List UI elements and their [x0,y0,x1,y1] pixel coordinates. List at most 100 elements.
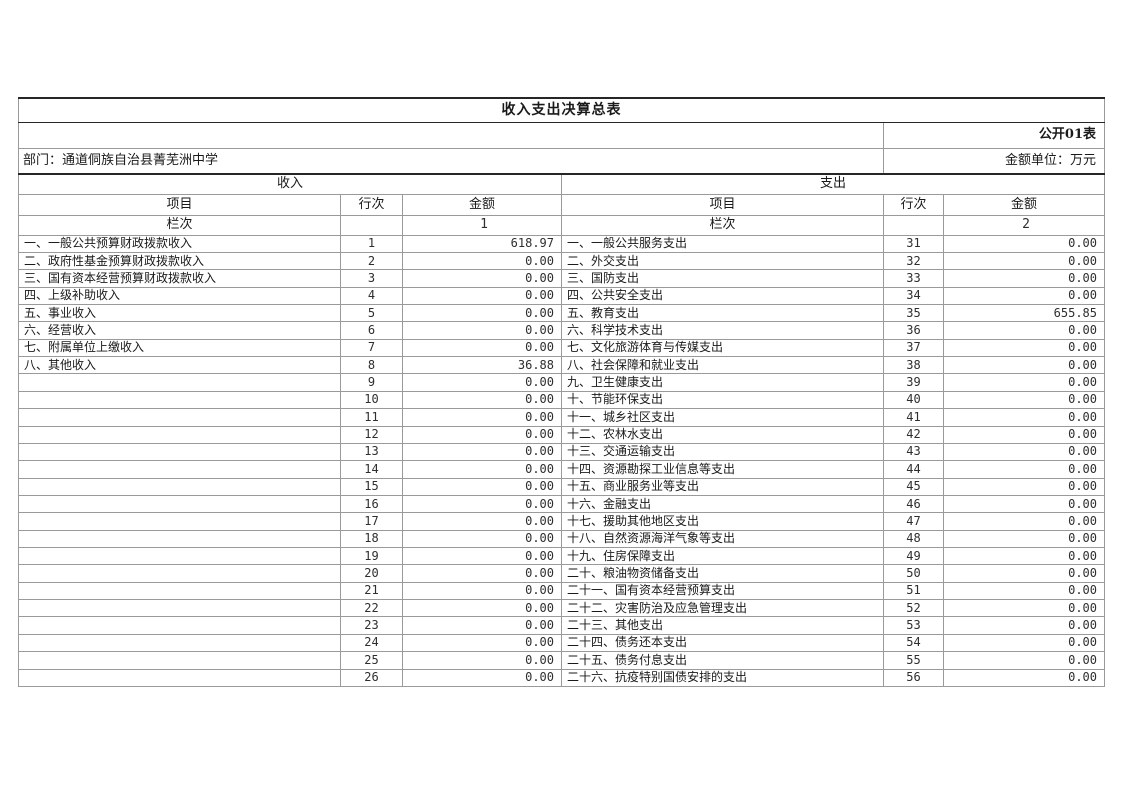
table-row: 二、政府性基金预算财政拨款收入 2 0.00 二、外交支出 32 0.00 [18,251,1105,271]
income-amount-cell: 0.00 [402,529,562,549]
expense-amount-cell: 0.00 [943,547,1105,566]
income-amount-cell: 0.00 [402,494,562,514]
expense-line-cell: 52 [883,599,944,618]
income-lanci-line-spacer [340,214,403,236]
expense-item-cell: 一、一般公共服务支出 [561,234,884,253]
table-row: 四、上级补助收入 4 0.00 四、公共安全支出 34 0.00 [18,286,1105,306]
income-amount-cell: 0.00 [402,564,562,583]
table-row: 六、经营收入 6 0.00 六、科学技术支出 36 0.00 [18,321,1105,340]
income-line-cell: 21 [340,581,403,601]
table-row: 9 0.00 九、卫生健康支出 39 0.00 [18,373,1105,392]
sheet-label: 公开01表 [883,121,1105,149]
expense-amount-cell: 0.00 [943,408,1105,427]
expense-col-item: 项目 [561,194,884,216]
expense-item-cell: 二、外交支出 [561,251,884,271]
income-line-cell: 13 [340,442,403,462]
income-line-cell: 15 [340,477,403,496]
expense-amount-cell: 0.00 [943,390,1105,410]
expense-item-cell: 二十四、债务还本支出 [561,633,884,653]
expense-amount-cell: 0.00 [943,269,1105,288]
income-item-cell [18,633,341,653]
income-item-cell [18,616,341,635]
expense-line-cell: 50 [883,564,944,583]
income-amount-cell: 0.00 [402,668,562,688]
income-item-cell: 一、一般公共预算财政拨款收入 [18,234,341,253]
income-amount-cell: 0.00 [402,651,562,670]
sheet-label-row: 公开01表 [18,121,1105,149]
income-line-cell: 23 [340,616,403,635]
income-amount-cell: 0.00 [402,338,562,358]
expense-amount-cell: 0.00 [943,338,1105,358]
income-amount-cell: 0.00 [402,321,562,340]
section-header-row: 收入 支出 [18,173,1105,196]
income-line-cell: 18 [340,529,403,549]
expense-line-cell: 47 [883,512,944,531]
table-row: 10 0.00 十、节能环保支出 40 0.00 [18,390,1105,410]
expense-amount-cell: 0.00 [943,651,1105,670]
expense-line-cell: 33 [883,269,944,288]
income-line-cell: 22 [340,599,403,618]
income-item-cell [18,651,341,670]
income-item-cell [18,529,341,549]
table-row: 22 0.00 二十二、灾害防治及应急管理支出 52 0.00 [18,599,1105,618]
expense-column-no: 2 [943,214,1105,236]
expense-amount-cell: 0.00 [943,564,1105,583]
income-item-cell: 七、附属单位上缴收入 [18,338,341,358]
income-line-cell: 25 [340,651,403,670]
income-column-no: 1 [402,214,562,236]
income-line-cell: 10 [340,390,403,410]
income-line-cell: 6 [340,321,403,340]
income-line-cell: 4 [340,286,403,306]
title-row: 收入支出决算总表 [18,96,1105,123]
expense-item-cell: 三、国防支出 [561,269,884,288]
expense-line-cell: 46 [883,494,944,514]
expense-amount-cell: 0.00 [943,494,1105,514]
income-amount-cell: 0.00 [402,251,562,271]
income-line-cell: 16 [340,494,403,514]
expense-line-cell: 48 [883,529,944,549]
income-col-item: 项目 [18,194,341,216]
income-item-cell: 二、政府性基金预算财政拨款收入 [18,251,341,271]
income-amount-cell: 0.00 [402,460,562,479]
table-row: 八、其他收入 8 36.88 八、社会保障和就业支出 38 0.00 [18,356,1105,375]
income-item-cell: 六、经营收入 [18,321,341,340]
income-item-cell: 五、事业收入 [18,303,341,323]
expense-item-cell: 五、教育支出 [561,303,884,323]
expense-amount-cell: 0.00 [943,286,1105,306]
income-amount-cell: 0.00 [402,599,562,618]
income-line-cell: 2 [340,251,403,271]
income-item-cell [18,599,341,618]
expense-item-cell: 十二、农林水支出 [561,425,884,444]
expense-item-cell: 二十一、国有资本经营预算支出 [561,581,884,601]
expense-item-cell: 十三、交通运输支出 [561,442,884,462]
expense-line-cell: 41 [883,408,944,427]
income-item-cell [18,581,341,601]
table-row: 五、事业收入 5 0.00 五、教育支出 35 655.85 [18,303,1105,323]
expense-amount-cell: 0.00 [943,581,1105,601]
expense-amount-cell: 0.00 [943,425,1105,444]
income-line-cell: 9 [340,373,403,392]
expense-item-cell: 十七、援助其他地区支出 [561,512,884,531]
expense-amount-cell: 0.00 [943,234,1105,253]
expense-line-cell: 44 [883,460,944,479]
table-row: 11 0.00 十一、城乡社区支出 41 0.00 [18,408,1105,427]
final-accounts-table: 收入支出决算总表 公开01表 部门：通道侗族自治县菁芜洲中学 金额单位：万元 收… [18,96,1105,688]
expense-item-cell: 二十六、抗疫特别国债安排的支出 [561,668,884,688]
expense-item-cell: 二十、粮油物资储备支出 [561,564,884,583]
table-row: 12 0.00 十二、农林水支出 42 0.00 [18,425,1105,444]
expense-amount-cell: 0.00 [943,321,1105,340]
expense-amount-cell: 0.00 [943,251,1105,271]
expense-item-cell: 八、社会保障和就业支出 [561,356,884,375]
table-row: 七、附属单位上缴收入 7 0.00 七、文化旅游体育与传媒支出 37 0.00 [18,338,1105,358]
table-row: 18 0.00 十八、自然资源海洋气象等支出 48 0.00 [18,529,1105,549]
expense-amount-cell: 0.00 [943,460,1105,479]
expense-item-cell: 十、节能环保支出 [561,390,884,410]
income-amount-cell: 0.00 [402,269,562,288]
expense-amount-cell: 0.00 [943,512,1105,531]
income-item-cell [18,477,341,496]
table-row: 25 0.00 二十五、债务付息支出 55 0.00 [18,651,1105,670]
income-item-cell [18,408,341,427]
expense-item-cell: 十五、商业服务业等支出 [561,477,884,496]
expense-amount-cell: 0.00 [943,616,1105,635]
table-row: 23 0.00 二十三、其他支出 53 0.00 [18,616,1105,635]
